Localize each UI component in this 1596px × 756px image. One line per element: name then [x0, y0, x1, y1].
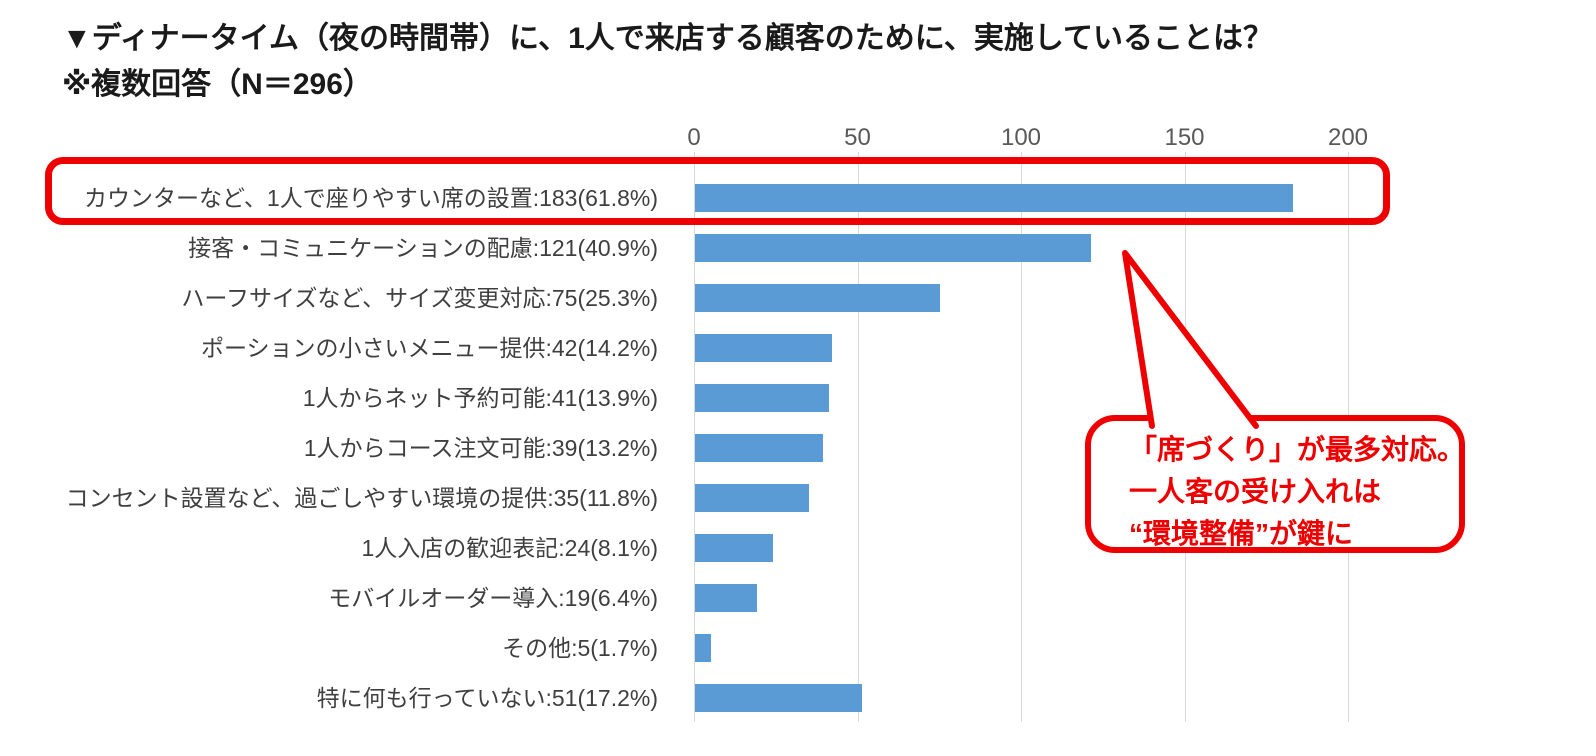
bar	[695, 184, 1293, 212]
gridline	[1021, 152, 1022, 722]
bar	[695, 234, 1091, 262]
bar	[695, 484, 809, 512]
bar-label: 1人入店の歓迎表記:24(8.1%)	[361, 535, 658, 561]
callout-text: 「席づくり」が最多対応。 一人客の受け入れは “環境整備”が鍵に	[1129, 429, 1465, 555]
callout-line: 一人客の受け入れは	[1129, 476, 1382, 507]
page-title: ▼ディナータイム（夜の時間帯）に、1人で来店する顧客のために、実施していることは…	[62, 22, 1273, 55]
gridline	[694, 152, 695, 722]
x-axis-tick-label: 0	[687, 124, 701, 151]
bar	[695, 684, 862, 712]
bar-label: その他:5(1.7%)	[502, 635, 658, 661]
bar-label: コンセント設置など、過ごしやすい環境の提供:35(11.8%)	[65, 485, 658, 511]
callout-line: 「席づくり」が最多対応。	[1129, 434, 1466, 465]
callout-bubble: 「席づくり」が最多対応。 一人客の受け入れは “環境整備”が鍵に	[1085, 415, 1465, 553]
x-axis-tick-label: 100	[1000, 124, 1042, 151]
bar	[695, 334, 832, 362]
bar-label: 接客・コミュニケーションの配慮:121(40.9%)	[188, 235, 658, 261]
bar-label: 1人からネット予約可能:41(13.9%)	[302, 385, 658, 411]
bar-label: 特に何も行っていない:51(17.2%)	[316, 685, 658, 711]
bar	[695, 584, 757, 612]
gridline	[857, 152, 859, 722]
x-axis-tick-label: 150	[1164, 124, 1205, 151]
bar-label: ハーフサイズなど、サイズ変更対応:75(25.3%)	[181, 285, 658, 311]
bar-label: モバイルオーダー導入:19(6.4%)	[328, 585, 658, 611]
bar	[695, 284, 940, 312]
bar	[695, 534, 773, 562]
highlight-box	[45, 157, 1390, 225]
bar-label: ポーションの小さいメニュー提供:42(14.2%)	[200, 335, 658, 361]
bar	[695, 634, 711, 662]
x-axis-tick-label: 50	[844, 124, 871, 151]
bar	[695, 434, 823, 462]
chart-note: ※複数回答（N＝296）	[62, 68, 373, 101]
bar-label: カウンターなど、1人で座りやすい席の設置:183(61.8%)	[84, 185, 658, 211]
title-block: ▼ディナータイム（夜の時間帯）に、1人で来店する顧客のために、実施していることは…	[62, 16, 1273, 108]
bar-label: 1人からコース注文可能:39(13.2%)	[303, 435, 658, 461]
bar	[695, 384, 829, 412]
x-axis-tick-label: 200	[1327, 124, 1369, 151]
callout-line: “環境整備”が鍵に	[1129, 518, 1354, 549]
